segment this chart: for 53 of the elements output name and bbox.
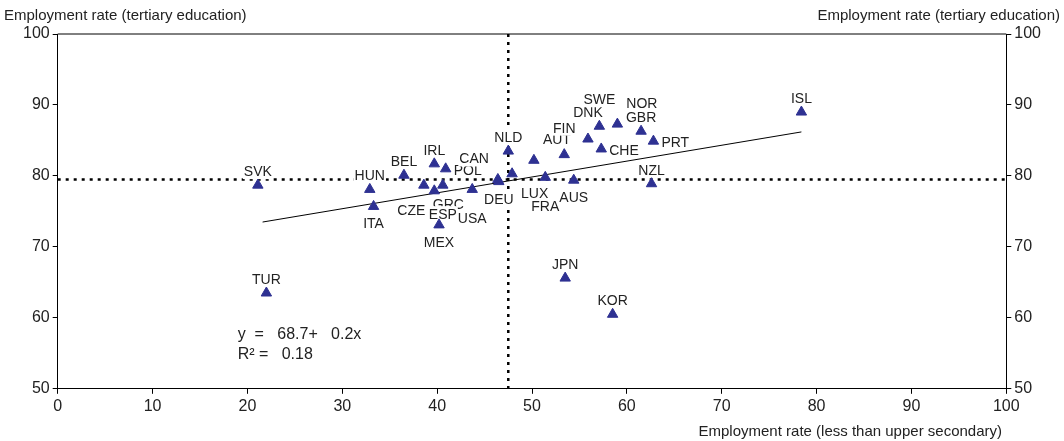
data-label: HUN xyxy=(354,167,385,184)
x-tick-label: 50 xyxy=(523,396,541,414)
y-tick-label: 60 xyxy=(31,308,50,326)
data-label: IRL xyxy=(423,141,446,158)
data-label: SWE xyxy=(583,91,616,108)
y-tick-label: 50 xyxy=(31,379,50,397)
data-label: PRT xyxy=(661,134,690,151)
data-label: BEL xyxy=(390,153,418,170)
data-label: TUR xyxy=(252,271,281,287)
x-tick-label: 40 xyxy=(428,396,447,414)
y2-tick-label: 50 xyxy=(1014,379,1033,397)
data-label: FRA xyxy=(531,198,560,215)
data-label: NZL xyxy=(638,161,665,178)
x-tick-label: 80 xyxy=(807,396,826,414)
x-tick-label: 30 xyxy=(333,396,352,414)
y2-tick-label: 100 xyxy=(1014,24,1042,42)
y2-tick-label: 90 xyxy=(1014,95,1033,113)
data-label: KOR xyxy=(597,292,628,309)
y-tick-label: 100 xyxy=(22,24,50,42)
data-label: SVK xyxy=(243,163,273,180)
y2-tick-label: 80 xyxy=(1014,166,1033,184)
data-label: NOR xyxy=(626,95,658,112)
data-label: ISL xyxy=(790,90,813,107)
x-tick-label: 0 xyxy=(53,396,63,414)
y-tick-label: 80 xyxy=(31,166,50,184)
x-tick-label: 90 xyxy=(902,396,921,414)
annotation: y = 68.7+ 0.2x xyxy=(237,324,362,342)
data-label: CHE xyxy=(609,141,639,158)
y2-tick-label: 60 xyxy=(1014,308,1033,326)
data-label: JPN xyxy=(551,256,579,273)
data-label: DEU xyxy=(484,190,514,207)
x-tick-label: 70 xyxy=(712,396,731,414)
y2-axis-title: Employment rate (tertiary education) xyxy=(817,6,1060,23)
data-label: GBR xyxy=(625,109,657,126)
x-axis-title: Employment rate (less than upper secondary) xyxy=(698,422,1002,439)
data-label: AUS xyxy=(559,189,589,206)
x-tick-label: 100 xyxy=(992,396,1020,414)
data-label: MEX xyxy=(423,233,455,250)
data-label: ITA xyxy=(363,215,385,232)
data-label: FIN xyxy=(552,119,576,136)
y-tick-label: 70 xyxy=(31,237,50,255)
x-tick-label: 60 xyxy=(617,396,636,414)
data-label: LUX xyxy=(521,184,549,201)
data-label: CZE xyxy=(397,201,426,218)
x-tick-label: 20 xyxy=(238,396,257,414)
x-tick-label: 10 xyxy=(143,396,162,414)
y-tick-label: 90 xyxy=(31,95,50,113)
data-label: CAN xyxy=(459,150,489,167)
data-label: USA xyxy=(457,210,488,227)
annotation: R² = 0.18 xyxy=(237,344,313,362)
data-label: NLD xyxy=(494,129,523,146)
y-axis-title: Employment rate (tertiary education) xyxy=(4,6,247,23)
y2-tick-label: 70 xyxy=(1014,237,1033,255)
